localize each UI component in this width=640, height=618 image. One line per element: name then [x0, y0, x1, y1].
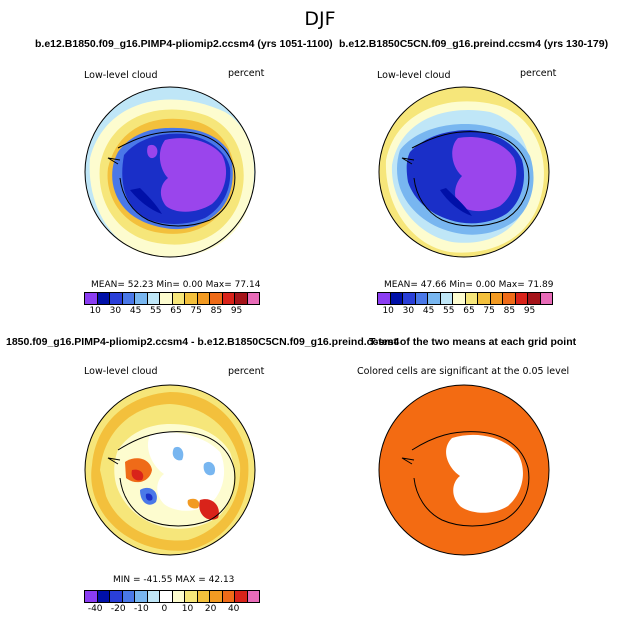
colorbar-swatch: [110, 591, 123, 602]
colorbar-swatch: [390, 293, 403, 304]
colorbar-swatch: [378, 293, 391, 304]
colorbar-swatch: [235, 591, 248, 602]
colorbar-swatch: [490, 293, 503, 304]
colorbar-swatch: [172, 293, 185, 304]
colorbar-tick-label: 45: [129, 306, 142, 316]
colorbar-tick-label: 55: [443, 306, 455, 316]
season-title: DJF: [304, 8, 336, 30]
colorbar-tick-label: 30: [402, 306, 415, 316]
colorbar-swatch: [540, 293, 552, 304]
colorbar-swatch: [247, 591, 259, 602]
colorbar-swatch: [160, 591, 173, 602]
colorbar-swatch: [415, 293, 428, 304]
panel-3-field-label: Low-level cloud: [84, 366, 158, 377]
colorbar-swatch: [403, 293, 416, 304]
colorbar-swatch: [197, 591, 210, 602]
colorbar-swatch: [185, 591, 198, 602]
colorbar-swatch: [122, 293, 135, 304]
colorbar-swatch: [247, 293, 259, 304]
colorbar-tick-label: 75: [483, 306, 495, 316]
colorbar-tick-label: 95: [523, 306, 536, 316]
panel-2-field-label: Low-level cloud: [377, 70, 451, 81]
colorbar-tick-label: 75: [190, 306, 202, 316]
colorbar-swatch: [185, 293, 198, 304]
colorbar-tick-label: 0: [161, 604, 168, 614]
colorbar-tick-label: 45: [422, 306, 435, 316]
colorbar-swatch: [453, 293, 466, 304]
colorbar-swatch: [515, 293, 528, 304]
colorbar-swatch: [97, 293, 110, 304]
panel-4-note: Colored cells are significant at the 0.0…: [357, 366, 570, 377]
colorbar-tick-label: 85: [503, 306, 516, 316]
colorbar-swatch: [135, 591, 148, 602]
colorbar-swatch: [122, 591, 135, 602]
colorbar-swatch: [172, 591, 185, 602]
colorbar-swatch: [465, 293, 478, 304]
colorbar-tick-label: 55: [150, 306, 162, 316]
colorbar-tick-label: -20: [110, 604, 126, 614]
colorbar-swatch: [160, 293, 173, 304]
colorbar-tick-label: 10: [181, 604, 194, 614]
panel-4-title: T-test of the two means at each grid poi…: [369, 336, 577, 348]
panel-1-stats: MEAN= 52.23 Min= 0.00 Max= 77.14: [91, 280, 261, 290]
colorbar-swatch: [85, 591, 98, 602]
colorbar-tick-label: 65: [170, 306, 182, 316]
colorbar-swatch: [210, 293, 223, 304]
colorbar-tick-label: -10: [133, 604, 149, 614]
panel-2-units-label: percent: [520, 68, 557, 79]
colorbar-swatch: [440, 293, 453, 304]
colorbar-swatch: [428, 293, 441, 304]
panel-3-title: 1850.f09_g16.PIMP4-pliomip2.ccsm4 - b.e1…: [6, 336, 400, 348]
panel-2-title: b.e12.B1850C5CN.f09_g16.preind.ccsm4 (yr…: [339, 38, 609, 50]
colorbar-swatch: [528, 293, 541, 304]
panel-1-colorbar: [84, 292, 260, 305]
panel-1-field-label: Low-level cloud: [84, 70, 158, 81]
colorbar-swatch: [478, 293, 491, 304]
colorbar-swatch: [147, 293, 160, 304]
colorbar-tick-label: 85: [210, 306, 223, 316]
panel-3-colorbar: [84, 590, 260, 603]
colorbar-swatch: [235, 293, 248, 304]
colorbar-swatch: [110, 293, 123, 304]
colorbar-tick-label: 30: [109, 306, 122, 316]
colorbar-tick-label: 40: [227, 604, 240, 614]
panel-1-units-label: percent: [228, 68, 265, 79]
panel-3-stats: MIN = -41.55 MAX = 42.13: [113, 575, 235, 585]
colorbar-swatch: [210, 591, 223, 602]
colorbar-swatch: [85, 293, 98, 304]
panel-1-title: b.e12.B1850.f09_g16.PIMP4-pliomip2.ccsm4…: [35, 38, 333, 50]
panel-3-units-label: percent: [228, 366, 265, 377]
panel-2-stats: MEAN= 47.66 Min= 0.00 Max= 71.89: [384, 280, 554, 290]
colorbar-swatch: [222, 591, 235, 602]
colorbar-tick-label: 20: [204, 604, 217, 614]
colorbar-swatch: [97, 591, 110, 602]
panel-2-colorbar: [377, 292, 553, 305]
colorbar-swatch: [197, 293, 210, 304]
colorbar-swatch: [147, 591, 160, 602]
colorbar-tick-label: 95: [230, 306, 243, 316]
colorbar-tick-label: -40: [87, 604, 103, 614]
colorbar-tick-label: 10: [382, 306, 394, 316]
colorbar-swatch: [135, 293, 148, 304]
colorbar-swatch: [503, 293, 516, 304]
colorbar-tick-label: 65: [463, 306, 475, 316]
colorbar-swatch: [222, 293, 235, 304]
colorbar-tick-label: 10: [89, 306, 101, 316]
